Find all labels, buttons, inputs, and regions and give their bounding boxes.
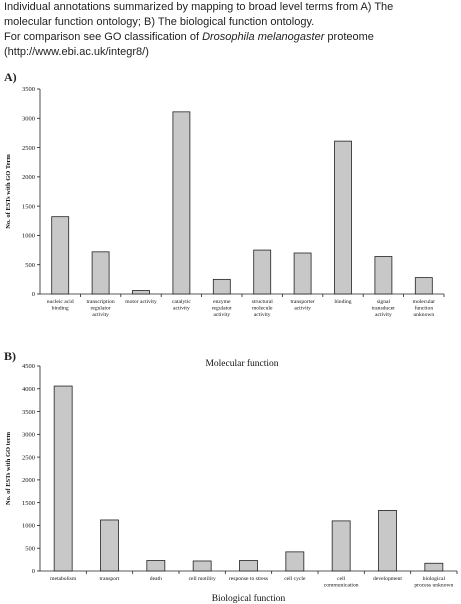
chart-b-bar	[239, 560, 258, 572]
chart-a-category-label: regulator	[212, 306, 232, 312]
chart-a-y-tick-label: 1000	[22, 233, 35, 240]
chart-a-category-label: activity	[375, 312, 392, 318]
chart-b-y-tick-label: 2500	[22, 454, 35, 461]
chart-a-bar	[91, 251, 110, 295]
chart-a-category-label: molecular	[413, 299, 436, 305]
chart-b-bar	[424, 562, 444, 572]
figure-caption: Individual annotations summarized by map…	[4, 0, 459, 60]
caption-line-4: (http://www.ebi.ac.uk/integr8/)	[4, 46, 149, 58]
chart-a-bar	[334, 140, 352, 295]
chart-a-x-axis-label: Molecular function	[205, 358, 278, 369]
chart-b-category-label: transport	[100, 576, 120, 582]
chart-b-category-label: death	[150, 576, 162, 582]
chart-b-category-label: metabolism	[50, 576, 77, 582]
chart-a-category-label: binding	[52, 306, 69, 312]
chart-a-y-tick-label: 2500	[22, 145, 35, 152]
chart-b-y-tick-label: 1500	[22, 500, 35, 507]
chart-b-y-tick-label: 1000	[22, 523, 35, 530]
chart-a-category-label: enzyme	[213, 299, 231, 305]
chart-a-category-label: transporter	[290, 299, 314, 305]
chart-b-y-tick-label: 3000	[22, 432, 35, 439]
chart-b-y-tick-label: 3500	[22, 409, 35, 416]
chart-b-category-label: response to stress	[229, 576, 268, 582]
chart-b-y-tick-label: 500	[25, 545, 35, 552]
chart-b-y-tick-label: 4500	[22, 363, 35, 370]
panel-label-b: B)	[4, 349, 16, 363]
caption-line-3a: For comparison see GO classification of	[4, 31, 203, 43]
chart-a-category-label: transcription	[86, 299, 114, 305]
chart-a-category-label: function	[414, 305, 433, 312]
chart-a-category-label: activity	[213, 312, 230, 318]
chart-a-category-label: binding	[334, 299, 351, 305]
chart-b-bar	[192, 560, 212, 572]
chart-a-y-tick-label: 3500	[22, 86, 35, 93]
chart-b-category-label: development	[373, 576, 402, 582]
chart-a-bar	[253, 249, 272, 295]
chart-b-bar	[53, 385, 73, 572]
caption-species: Drosophila melanogaster	[202, 31, 325, 43]
chart-a-category-label: nucleic acid	[47, 299, 74, 305]
chart-a-category-label: activity	[92, 312, 109, 318]
chart-a-y-tick-label: 3000	[22, 115, 35, 122]
chart-a-y-tick-label: 2000	[22, 174, 35, 181]
chart-a-bar	[212, 278, 231, 295]
caption-line-2: molecular function ontology; B) The biol…	[4, 16, 315, 28]
chart-b-y-tick-label: 2000	[22, 477, 35, 484]
chart-a-category-label: structural	[252, 299, 274, 305]
chart-a-category-label: signal	[377, 299, 391, 305]
panel-label-a: A)	[4, 70, 17, 84]
chart-b-category-label: cell motility	[189, 576, 216, 582]
chart-b-bar	[331, 520, 351, 572]
chart-b-x-axis-label: Biological function	[212, 593, 286, 604]
chart-a-y-axis-label: No. of ESTs with GO Term	[5, 154, 12, 229]
chart-b-category-label: communication	[324, 583, 359, 589]
chart-a-y-tick-label: 500	[25, 262, 35, 269]
chart-a-category-label: unknown	[413, 312, 434, 318]
chart-a-bar	[293, 252, 312, 295]
chart-a-bar	[414, 277, 433, 295]
chart-b-bar	[100, 519, 119, 572]
chart-a-category-label: activity	[254, 312, 271, 318]
chart-a-bar	[51, 216, 70, 295]
chart-a-y-tick-label: 1500	[22, 203, 35, 210]
chart-a-y-tick-label: 0	[32, 291, 35, 298]
chart-a-category-label: activity	[173, 306, 190, 312]
chart-a-category-label: transducer	[372, 306, 395, 312]
chart-a-category-label: molecule	[252, 306, 273, 312]
chart-b-bar	[146, 560, 166, 572]
chart-b-category-label: cell cycle	[284, 576, 306, 582]
chart-b-y-axis-label: No. of ESTs with GO term	[5, 431, 12, 505]
chart-b-category-label: process unknown	[414, 583, 453, 589]
chart-b-category-label: cell	[337, 576, 346, 582]
chart-b-y-tick-label: 4000	[22, 386, 35, 393]
caption-line-3c: proteome	[324, 31, 374, 43]
chart-a-bar	[374, 256, 393, 295]
chart-a-category-label: activity	[294, 306, 311, 312]
chart-b-y-tick-label: 0	[32, 568, 35, 575]
chart-a-bar	[132, 290, 150, 295]
chart-a-category-label: motor activity	[125, 299, 157, 305]
chart-a-bar	[172, 111, 191, 295]
caption-line-1: Individual annotations summarized by map…	[4, 1, 394, 13]
chart-a-category-label: regulator	[90, 306, 110, 312]
chart-b-bar	[378, 510, 397, 572]
chart-b-bar	[285, 551, 305, 572]
caption-line-3: For comparison see GO classification of …	[4, 30, 459, 45]
chart-b-category-label: biological	[423, 576, 446, 582]
chart-a-category-label: catalytic	[172, 299, 191, 305]
